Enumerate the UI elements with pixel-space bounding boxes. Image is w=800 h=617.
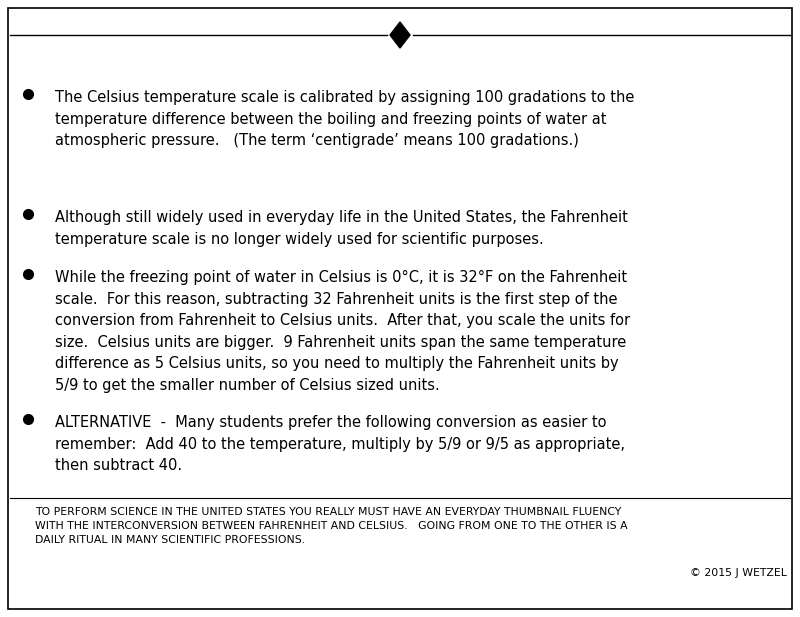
Text: ALTERNATIVE  -  Many students prefer the following conversion as easier to
remem: ALTERNATIVE - Many students prefer the f…: [55, 415, 625, 473]
Text: The Celsius temperature scale is calibrated by assigning 100 gradations to the
t: The Celsius temperature scale is calibra…: [55, 90, 634, 148]
Text: TO PERFORM SCIENCE IN THE UNITED STATES YOU REALLY MUST HAVE AN EVERYDAY THUMBNA: TO PERFORM SCIENCE IN THE UNITED STATES …: [35, 507, 628, 545]
Text: Although still widely used in everyday life in the United States, the Fahrenheit: Although still widely used in everyday l…: [55, 210, 628, 247]
Text: While the freezing point of water in Celsius is 0°C, it is 32°F on the Fahrenhei: While the freezing point of water in Cel…: [55, 270, 630, 393]
Text: © 2015 J WETZEL: © 2015 J WETZEL: [690, 568, 787, 578]
Polygon shape: [390, 22, 410, 48]
